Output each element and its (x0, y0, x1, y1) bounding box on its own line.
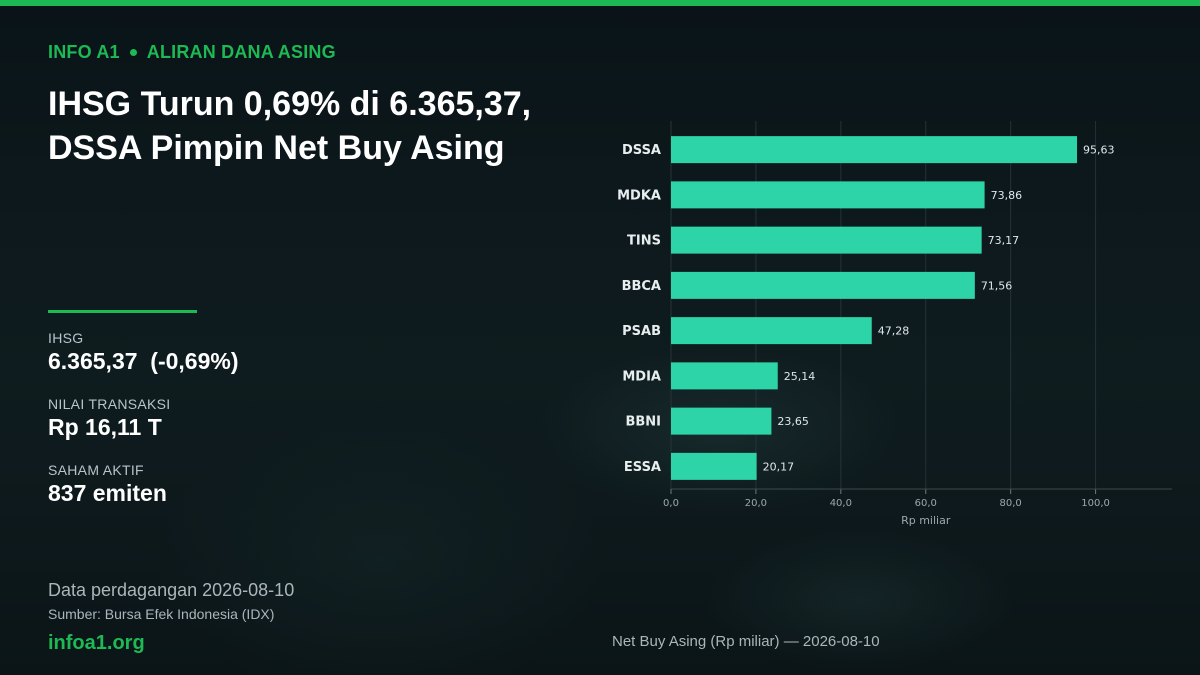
category-label: ESSA (624, 460, 661, 475)
chart-caption: Net Buy Asing (Rp miliar) — 2026-08-10 (612, 633, 880, 650)
category-label: BBCA (622, 279, 661, 294)
bar-mdka (671, 181, 985, 209)
category-label: MDIA (622, 369, 661, 384)
value-label: 23,65 (777, 415, 809, 428)
stats-divider (48, 310, 197, 313)
source-note: Sumber: Bursa Efek Indonesia (IDX) (48, 606, 275, 622)
stat-transaction-value: Rp 16,11 T (48, 414, 162, 440)
bar-mdia (671, 362, 778, 390)
x-tick-label: 20,0 (745, 498, 767, 509)
x-tick-label: 100,0 (1081, 498, 1110, 509)
stat-active-label: SAHAM AKTIF (48, 462, 144, 478)
stat-active-value: 837 emiten (48, 480, 167, 506)
value-label: 95,63 (1083, 144, 1115, 157)
headline: IHSG Turun 0,69% di 6.365,37, DSSA Pimpi… (48, 85, 532, 167)
net-buy-bar-chart: 0,0 20,0 40,0 60,0 80,0 100,0 Rp miliar DSSA 95,… (617, 121, 1172, 527)
bar-bbni (671, 407, 772, 435)
top-accent-bar (0, 0, 1200, 6)
stat-transaction-label: NILAI TRANSAKSI (48, 396, 171, 412)
value-label: 71,56 (981, 279, 1013, 292)
x-tick-label: 0,0 (663, 498, 679, 509)
category-label: DSSA (622, 143, 661, 158)
x-tick-label: 40,0 (830, 498, 852, 509)
site-link[interactable]: infoa1.org (48, 632, 145, 654)
bar-essa (671, 452, 757, 480)
category-label: TINS (627, 234, 661, 249)
value-label: 25,14 (784, 370, 816, 383)
stat-ihsg-value: 6.365,37 (-0,69%) (48, 348, 239, 374)
x-tick-label: 80,0 (1000, 498, 1022, 509)
kicker: INFO A1 ALIRAN DANA ASING (48, 42, 336, 63)
x-axis-label: Rp miliar (901, 514, 951, 527)
value-label: 73,86 (991, 189, 1023, 202)
stat-ihsg-label: IHSG (48, 330, 84, 346)
bar-dssa (671, 136, 1078, 164)
bar-tins (671, 226, 982, 254)
bullet-dot-icon (129, 49, 137, 56)
bar-psab (671, 317, 872, 345)
category-label: BBNI (625, 415, 661, 430)
category-label: MDKA (617, 188, 661, 203)
value-label: 73,17 (988, 234, 1020, 247)
value-label: 47,28 (878, 325, 910, 338)
kicker-brand: INFO A1 (48, 42, 120, 62)
value-label: 20,17 (763, 460, 795, 473)
kicker-section: ALIRAN DANA ASING (146, 42, 336, 62)
trading-date-note: Data perdagangan 2026-08-10 (48, 580, 295, 600)
category-label: PSAB (622, 324, 661, 339)
bar-bbca (671, 271, 975, 299)
x-tick-label: 60,0 (915, 498, 937, 509)
